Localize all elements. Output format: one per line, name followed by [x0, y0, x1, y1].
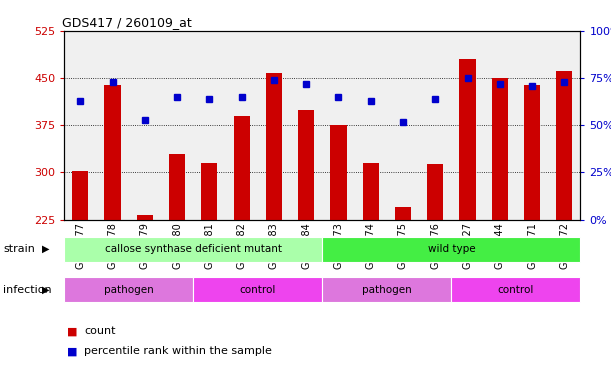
Bar: [64, 277, 193, 302]
Text: control: control: [498, 284, 534, 295]
Text: strain: strain: [3, 244, 35, 254]
Bar: [524, 85, 540, 220]
Bar: [64, 237, 323, 262]
Bar: [452, 277, 580, 302]
Bar: [427, 164, 444, 220]
Bar: [201, 163, 218, 220]
Bar: [169, 154, 185, 220]
Bar: [363, 163, 379, 220]
Text: infection: infection: [3, 284, 52, 295]
Text: GDS417 / 260109_at: GDS417 / 260109_at: [62, 15, 191, 29]
Bar: [492, 78, 508, 220]
Text: ■: ■: [67, 326, 78, 336]
Bar: [459, 59, 475, 220]
Text: control: control: [240, 284, 276, 295]
Bar: [193, 277, 323, 302]
Bar: [137, 215, 153, 220]
Text: pathogen: pathogen: [362, 284, 412, 295]
Text: callose synthase deficient mutant: callose synthase deficient mutant: [104, 244, 282, 254]
Text: ▶: ▶: [42, 284, 49, 295]
Bar: [298, 110, 314, 220]
Bar: [323, 237, 580, 262]
Bar: [395, 207, 411, 220]
Bar: [323, 277, 452, 302]
Bar: [556, 71, 573, 220]
Bar: [72, 171, 89, 220]
Bar: [331, 125, 346, 220]
Text: pathogen: pathogen: [104, 284, 153, 295]
Text: ■: ■: [67, 346, 78, 356]
Text: percentile rank within the sample: percentile rank within the sample: [84, 346, 272, 356]
Bar: [233, 116, 250, 220]
Bar: [104, 85, 120, 220]
Text: wild type: wild type: [428, 244, 475, 254]
Text: ▶: ▶: [42, 244, 49, 254]
Text: count: count: [84, 326, 116, 336]
Bar: [266, 73, 282, 220]
